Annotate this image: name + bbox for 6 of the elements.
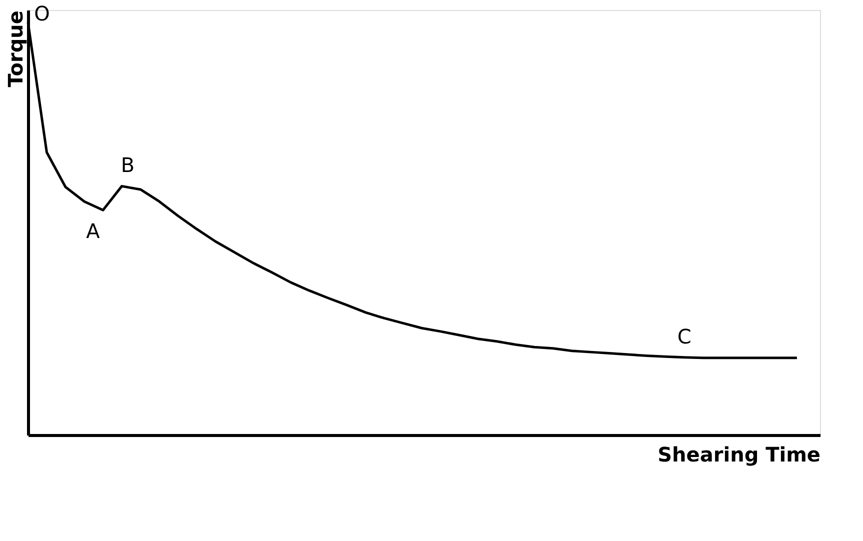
annotation: A (86, 219, 100, 244)
annotation: O (34, 1, 50, 26)
x-axis-title: Shearing Time (658, 442, 820, 466)
annotation: C (677, 324, 692, 348)
annotation: B (120, 153, 135, 178)
y-axis-title: Torque (4, 10, 28, 88)
